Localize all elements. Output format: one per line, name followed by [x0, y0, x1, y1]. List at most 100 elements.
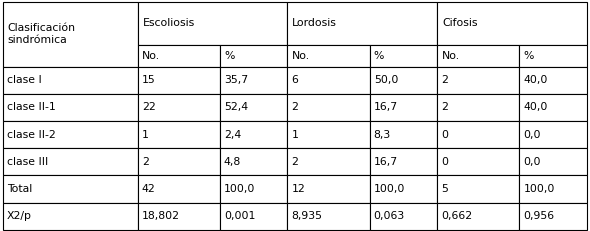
Text: clase III: clase III	[7, 157, 48, 167]
Text: 52,4: 52,4	[224, 102, 248, 112]
Bar	[369, 121, 437, 148]
Bar	[287, 94, 369, 121]
Bar	[519, 45, 587, 67]
Text: 2: 2	[291, 102, 299, 112]
Text: Lordosis: Lordosis	[292, 18, 337, 28]
Bar	[137, 148, 220, 175]
Bar	[437, 121, 519, 148]
Bar	[519, 148, 587, 175]
Text: 35,7: 35,7	[224, 75, 248, 85]
Text: clase I: clase I	[7, 75, 42, 85]
Bar	[220, 175, 287, 203]
Text: 18,802: 18,802	[142, 211, 180, 221]
Text: No.: No.	[142, 51, 160, 61]
Bar	[137, 175, 220, 203]
Text: 0,0: 0,0	[523, 130, 541, 140]
Bar	[3, 203, 137, 230]
Bar	[437, 94, 519, 121]
Text: 1: 1	[291, 130, 299, 140]
Text: 16,7: 16,7	[373, 102, 398, 112]
Bar	[3, 148, 137, 175]
Bar	[287, 121, 369, 148]
Text: No.: No.	[441, 51, 460, 61]
Text: clase II-1: clase II-1	[7, 102, 56, 112]
Text: No.: No.	[291, 51, 310, 61]
Bar	[519, 203, 587, 230]
Bar	[137, 2, 287, 45]
Bar	[137, 121, 220, 148]
Bar	[137, 67, 220, 94]
Bar	[3, 175, 137, 203]
Bar	[437, 203, 519, 230]
Bar	[437, 175, 519, 203]
Bar	[287, 148, 369, 175]
Bar	[137, 203, 220, 230]
Bar	[369, 94, 437, 121]
Text: Clasificación
sindrómica: Clasificación sindrómica	[7, 23, 75, 45]
Bar	[220, 94, 287, 121]
Text: 8,3: 8,3	[373, 130, 391, 140]
Text: 0,0: 0,0	[523, 157, 541, 167]
Text: %: %	[523, 51, 534, 61]
Text: 5: 5	[441, 184, 448, 194]
Text: 2: 2	[142, 157, 149, 167]
Bar	[220, 67, 287, 94]
Text: 0: 0	[441, 130, 448, 140]
Bar	[3, 94, 137, 121]
Bar	[437, 45, 519, 67]
Bar	[287, 175, 369, 203]
Bar	[287, 203, 369, 230]
Bar	[3, 67, 137, 94]
Text: 6: 6	[291, 75, 299, 85]
Text: 50,0: 50,0	[373, 75, 398, 85]
Text: 2: 2	[441, 75, 448, 85]
Text: %: %	[224, 51, 234, 61]
Text: X2/p: X2/p	[7, 211, 32, 221]
Text: 100,0: 100,0	[373, 184, 405, 194]
Text: 0,063: 0,063	[373, 211, 405, 221]
Bar	[437, 2, 587, 45]
Text: 4,8: 4,8	[224, 157, 241, 167]
Text: 40,0: 40,0	[523, 75, 548, 85]
Text: 42: 42	[142, 184, 156, 194]
Text: Total: Total	[7, 184, 32, 194]
Text: %: %	[373, 51, 384, 61]
Bar	[137, 94, 220, 121]
Bar	[3, 2, 137, 67]
Bar	[437, 67, 519, 94]
Text: 100,0: 100,0	[523, 184, 555, 194]
Bar	[220, 121, 287, 148]
Bar	[220, 45, 287, 67]
Bar	[369, 148, 437, 175]
Text: 0,662: 0,662	[441, 211, 473, 221]
Bar	[369, 203, 437, 230]
Text: 16,7: 16,7	[373, 157, 398, 167]
Bar	[519, 175, 587, 203]
Text: 2,4: 2,4	[224, 130, 241, 140]
Text: 22: 22	[142, 102, 156, 112]
Text: 12: 12	[291, 184, 306, 194]
Text: clase II-2: clase II-2	[7, 130, 56, 140]
Bar	[369, 175, 437, 203]
Bar	[220, 203, 287, 230]
Bar	[137, 45, 220, 67]
Bar	[437, 148, 519, 175]
Bar	[369, 45, 437, 67]
Bar	[287, 67, 369, 94]
Bar	[220, 148, 287, 175]
Text: 100,0: 100,0	[224, 184, 255, 194]
Bar	[519, 67, 587, 94]
Text: 2: 2	[291, 157, 299, 167]
Text: Cifosis: Cifosis	[442, 18, 477, 28]
Text: 40,0: 40,0	[523, 102, 548, 112]
Text: 8,935: 8,935	[291, 211, 323, 221]
Text: 0,001: 0,001	[224, 211, 255, 221]
Text: 0: 0	[441, 157, 448, 167]
Bar	[3, 121, 137, 148]
Bar	[519, 121, 587, 148]
Bar	[287, 2, 437, 45]
Text: 1: 1	[142, 130, 149, 140]
Text: 2: 2	[441, 102, 448, 112]
Text: 0,956: 0,956	[523, 211, 555, 221]
Text: 15: 15	[142, 75, 156, 85]
